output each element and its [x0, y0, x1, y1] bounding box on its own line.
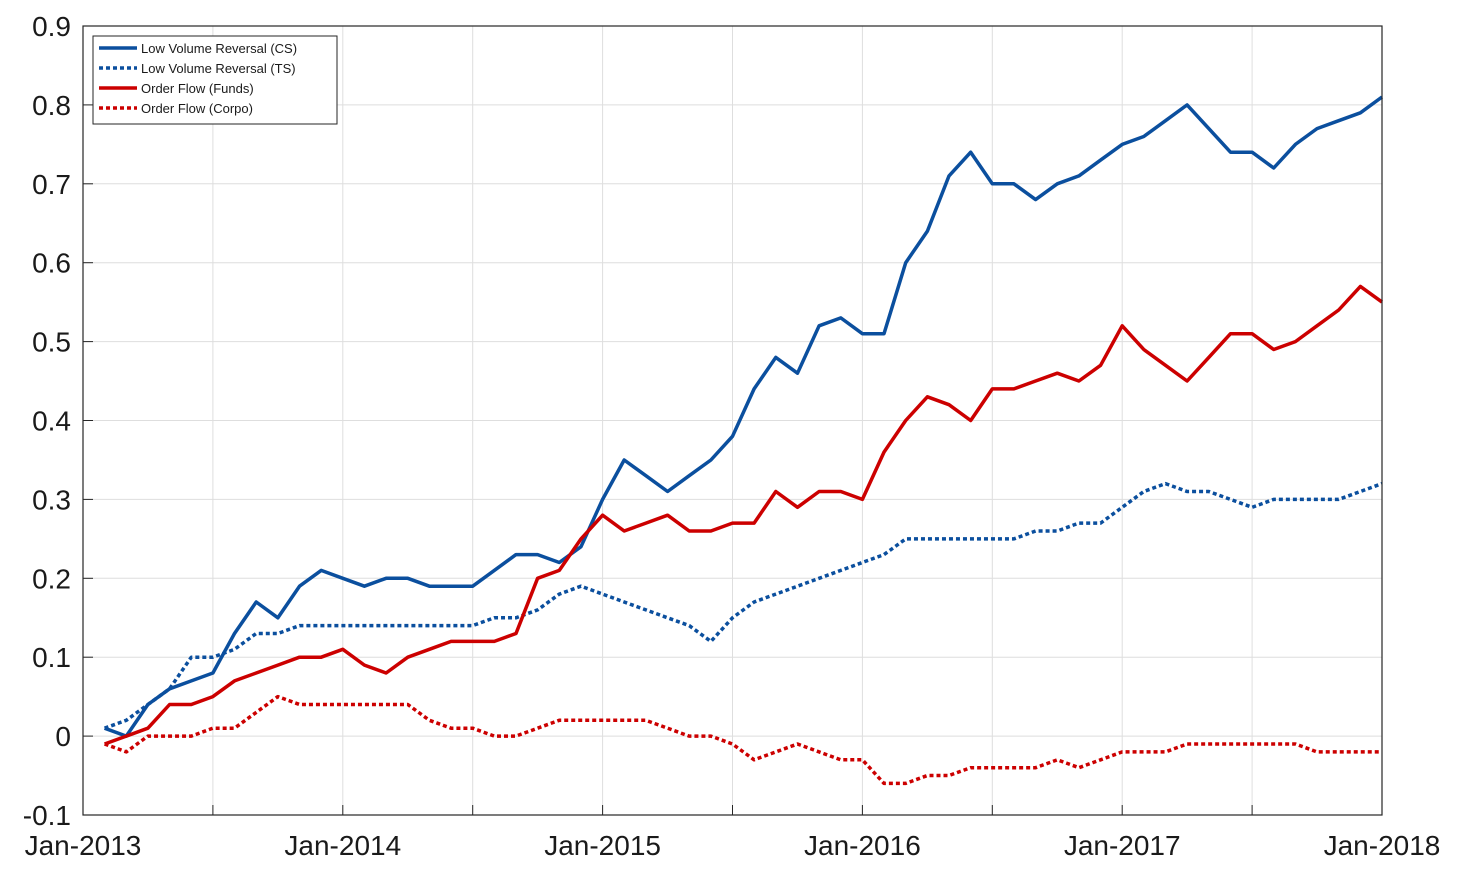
legend-label: Order Flow (Corpo) [141, 101, 253, 116]
y-tick-label: 0.6 [32, 248, 71, 279]
x-tick-label: Jan-2018 [1324, 830, 1441, 861]
series-line [104, 694, 1382, 786]
x-tick-label: Jan-2015 [544, 830, 661, 861]
y-tick-label: 0.5 [32, 327, 71, 358]
y-tick-label: -0.1 [23, 800, 71, 831]
y-tick-label: 0.1 [32, 642, 71, 673]
legend-box [92, 35, 338, 125]
legend: Low Volume Reversal (CS) Low Volume Rever… [92, 35, 338, 125]
legend-label: Order Flow (Funds) [141, 81, 254, 96]
legend-label: Low Volume Reversal (TS) [141, 61, 296, 76]
y-tick-label: 0.2 [32, 563, 71, 594]
y-tick-label: 0.3 [32, 484, 71, 515]
series-line [104, 284, 1384, 746]
series-line [104, 481, 1383, 730]
y-tick-label: 0 [55, 721, 71, 752]
y-tick-label: 0.8 [32, 90, 71, 121]
x-tick-label: Jan-2013 [25, 830, 142, 861]
x-tick-label: Jan-2016 [804, 830, 921, 861]
legend-label: Low Volume Reversal (CS) [141, 41, 297, 56]
series-line [104, 95, 1384, 738]
y-tick-label: 0.4 [32, 406, 71, 437]
y-tick-label: 0.7 [32, 169, 71, 200]
axes-box [82, 25, 1383, 816]
y-tick-label: 0.9 [32, 11, 71, 42]
x-tick-label: Jan-2017 [1064, 830, 1181, 861]
x-tick-label: Jan-2014 [284, 830, 401, 861]
